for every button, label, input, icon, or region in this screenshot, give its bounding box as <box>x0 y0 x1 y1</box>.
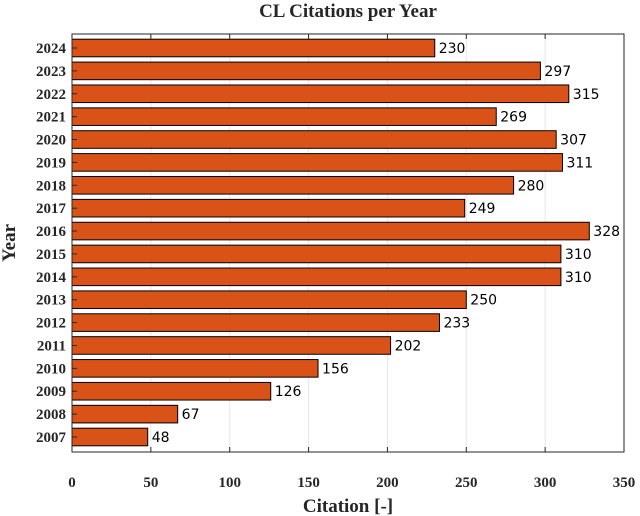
x-axis-label: Citation [-] <box>303 496 393 516</box>
x-tick-label: 50 <box>143 475 158 491</box>
bar-2011 <box>71 336 392 355</box>
y-tick-label-2020: 2020 <box>36 133 66 149</box>
bar-2022 <box>71 84 570 104</box>
value-label-2009: 126 <box>275 384 302 400</box>
y-tick-label-2023: 2023 <box>36 64 66 80</box>
bar-2017 <box>71 198 466 218</box>
y-axis-ticks: 2024 2023 2022 2021 2020 2019 2018 2017 2016 2015… <box>36 41 77 446</box>
bar-2012 <box>71 313 440 332</box>
x-tick-label: 0 <box>68 475 76 491</box>
x-tick-label: 350 <box>613 475 636 491</box>
bar-2021 <box>71 107 497 126</box>
bar-2014 <box>71 267 562 287</box>
y-tick-label-2021: 2021 <box>36 110 66 126</box>
bar-2018 <box>71 175 515 195</box>
y-tick-label-2010: 2010 <box>36 361 66 377</box>
x-tick-label: 200 <box>376 475 399 491</box>
value-label-2017: 249 <box>469 201 496 217</box>
bar-2008 <box>71 404 179 424</box>
bars <box>71 38 590 447</box>
value-label-2013: 250 <box>470 293 497 309</box>
y-tick-label-2016: 2016 <box>36 224 67 240</box>
bar-2009 <box>71 381 272 401</box>
value-label-2023: 297 <box>544 64 571 80</box>
y-tick-label-2014: 2014 <box>36 270 67 286</box>
value-label-2011: 202 <box>395 338 422 354</box>
value-label-2014: 310 <box>565 270 592 286</box>
y-tick-label-2012: 2012 <box>36 316 66 332</box>
chart-title: CL Citations per Year <box>259 1 437 22</box>
value-label-2018: 280 <box>518 178 545 194</box>
bar-2020 <box>71 130 557 149</box>
x-axis-ticks: 0 50 100 150 200 250 300 350 <box>68 34 635 491</box>
value-label-2012: 233 <box>443 316 470 332</box>
bar-2019 <box>71 153 563 172</box>
plot-area-frame <box>71 33 625 453</box>
value-label-2020: 307 <box>560 133 587 149</box>
y-tick-label-2022: 2022 <box>36 87 66 103</box>
y-tick-label-2024: 2024 <box>36 41 67 57</box>
bar-2007 <box>71 427 149 447</box>
x-tick-label: 250 <box>455 475 478 491</box>
y-tick-label-2019: 2019 <box>36 155 66 171</box>
bar-2010 <box>71 359 319 378</box>
value-labels: 2302973152693073112802493283103102502332… <box>152 41 620 446</box>
bar-2023 <box>71 61 541 81</box>
bar-2015 <box>71 244 562 264</box>
x-tick-label: 100 <box>218 475 241 491</box>
bar-2016 <box>71 221 590 241</box>
y-tick-label-2009: 2009 <box>36 384 66 400</box>
y-axis-label: Year <box>0 223 20 262</box>
value-label-2007: 48 <box>152 430 170 446</box>
value-label-2010: 156 <box>322 361 349 377</box>
y-tick-label-2013: 2013 <box>36 293 66 309</box>
y-tick-label-2018: 2018 <box>36 178 66 194</box>
x-tick-label: 150 <box>297 475 320 491</box>
y-tick-label-2015: 2015 <box>36 247 66 263</box>
value-label-2022: 315 <box>573 87 600 103</box>
y-tick-label-2008: 2008 <box>36 407 66 423</box>
value-label-2015: 310 <box>565 247 592 263</box>
x-tick-label: 300 <box>534 475 557 491</box>
bar-2013 <box>71 290 467 310</box>
value-label-2019: 311 <box>566 155 593 171</box>
value-label-2016: 328 <box>593 224 620 240</box>
y-tick-label-2007: 2007 <box>36 430 67 446</box>
y-tick-label-2017: 2017 <box>36 201 67 217</box>
value-label-2024: 230 <box>439 41 466 57</box>
y-tick-label-2011: 2011 <box>37 338 66 354</box>
value-label-2021: 269 <box>500 110 527 126</box>
bar-2024 <box>71 38 436 58</box>
value-label-2008: 67 <box>182 407 200 423</box>
